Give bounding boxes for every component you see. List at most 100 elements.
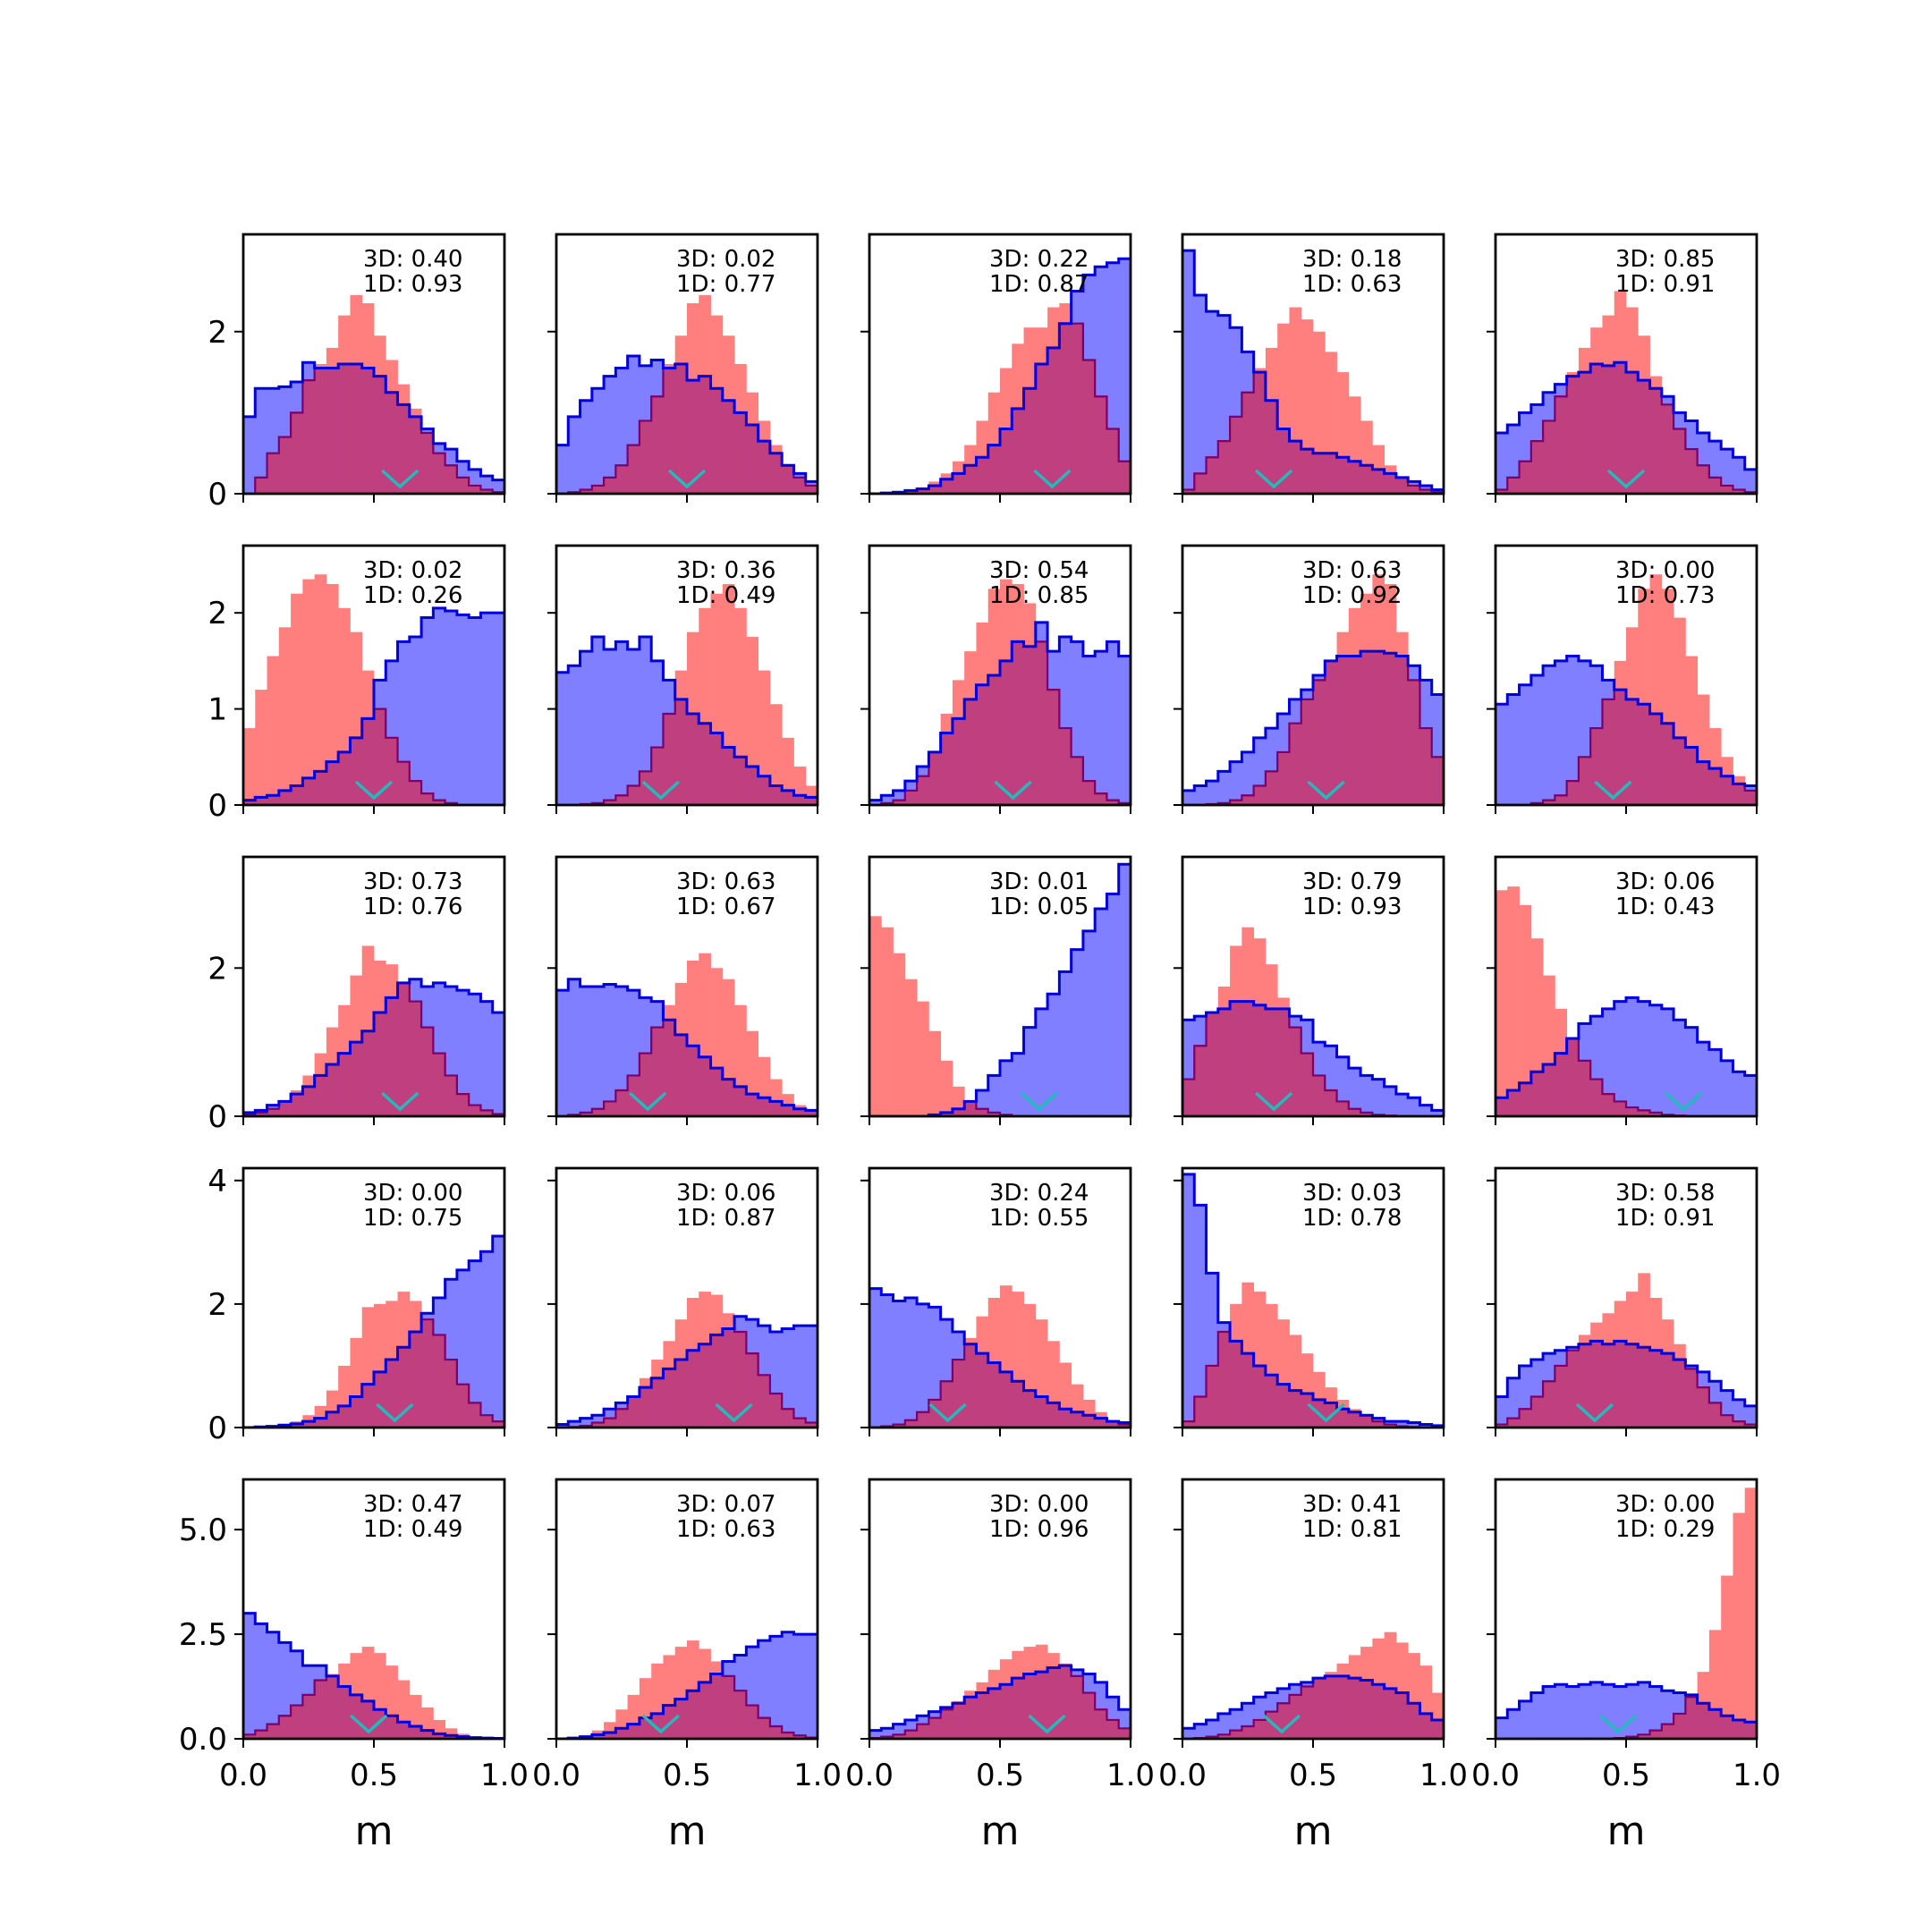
- overlap-bar: [674, 364, 688, 494]
- overlap-bar: [782, 1732, 794, 1739]
- blue-bar: [1697, 1371, 1710, 1388]
- overlap-bar: [1289, 1027, 1302, 1116]
- red-bar: [976, 420, 989, 458]
- blue-bar: [627, 355, 640, 445]
- panel-annotation: 1D: 0.81: [1302, 1516, 1402, 1543]
- red-bar: [1217, 987, 1231, 1009]
- blue-step-line: [243, 1612, 504, 1739]
- red-bar: [1035, 327, 1048, 364]
- blue-step-line: [1496, 1681, 1757, 1739]
- red-bar: [361, 1647, 375, 1701]
- blue-bar: [267, 1105, 280, 1109]
- blue-bar: [1035, 622, 1048, 642]
- blue-bar: [627, 990, 640, 1076]
- blue-bar: [302, 1665, 316, 1695]
- blue-bar: [1602, 1008, 1615, 1095]
- red-bar: [1578, 1335, 1591, 1344]
- red-bar: [1384, 583, 1397, 654]
- plot-area: [869, 257, 1131, 494]
- overlap-bar: [1590, 1079, 1603, 1116]
- overlap-bar: [591, 1734, 605, 1739]
- blue-bar: [433, 443, 446, 453]
- overlap-bar: [976, 1108, 989, 1116]
- blue-bar: [917, 1716, 929, 1724]
- red-bar: [964, 651, 977, 699]
- red-bar: [1638, 335, 1650, 381]
- overlap-bar: [710, 733, 724, 805]
- blue-bar: [421, 1313, 434, 1320]
- red-bar: [1035, 1644, 1048, 1673]
- overlap-bar: [1614, 362, 1627, 494]
- blue-bar: [734, 1316, 747, 1332]
- panel-annotation: 3D: 0.02: [363, 557, 462, 584]
- overlap-bar: [421, 433, 434, 494]
- blue-bar: [1543, 1686, 1555, 1739]
- overlap-bar: [1590, 1341, 1603, 1428]
- red-bar: [1082, 1399, 1096, 1416]
- blue-bar: [445, 611, 458, 803]
- red-bar: [1360, 593, 1373, 652]
- overlap-bar: [1289, 1390, 1302, 1428]
- red-bar: [302, 1075, 316, 1087]
- blue-step-line: [1496, 996, 1757, 1116]
- red-bar: [350, 1653, 363, 1695]
- overlap-bar: [1661, 404, 1674, 494]
- overlap-bar: [1395, 656, 1409, 805]
- overlap-bar: [987, 675, 1001, 805]
- plot-area: [1496, 1487, 1757, 1739]
- red-bar: [433, 1719, 446, 1734]
- blue-step-line: [1496, 655, 1757, 805]
- red-bar: [421, 1707, 434, 1731]
- red-bar: [758, 670, 771, 776]
- blue-bar: [1118, 1709, 1131, 1729]
- overlap-bar: [699, 723, 711, 805]
- overlap-bar: [904, 490, 918, 494]
- red-bar: [782, 737, 794, 791]
- blue-bar: [893, 790, 906, 801]
- blue-step-line: [556, 1315, 818, 1428]
- overlap-bar: [326, 761, 339, 805]
- red-bar: [964, 1337, 977, 1344]
- overlap-bar: [1530, 1396, 1544, 1428]
- overlap-bar: [769, 785, 783, 805]
- red-bar: [627, 1694, 640, 1724]
- blue-bar: [904, 1719, 918, 1731]
- overlap-bar: [651, 396, 664, 494]
- blue-bar: [1106, 262, 1120, 429]
- overlap-bar: [1721, 775, 1733, 805]
- overlap-bar: [1265, 1375, 1278, 1428]
- overlap-bar: [1384, 473, 1397, 494]
- overlap-bar: [1277, 1703, 1290, 1739]
- overlap-bar: [1313, 1075, 1326, 1116]
- blue-bar: [1277, 713, 1290, 752]
- blue-bar: [1194, 1724, 1207, 1739]
- plot-area: [869, 1285, 1131, 1428]
- overlap-bar: [917, 1411, 929, 1428]
- overlap-bar: [1519, 1082, 1532, 1116]
- overlap-bar: [302, 1694, 316, 1739]
- overlap-bar: [940, 733, 953, 805]
- blue-bar: [1578, 1023, 1591, 1061]
- red-bar: [1590, 327, 1603, 364]
- blue-bar: [1095, 1682, 1107, 1710]
- blue-bar: [1182, 1728, 1195, 1739]
- blue-step-line: [556, 354, 818, 494]
- red-bar: [1744, 1487, 1757, 1723]
- blue-bar: [639, 997, 652, 1054]
- blue-bar: [445, 987, 458, 1076]
- marker-v: [994, 780, 1032, 801]
- red-bar: [350, 975, 363, 1043]
- blue-bar: [1047, 651, 1060, 691]
- panel-annotation: 3D: 0.85: [1615, 246, 1715, 273]
- blue-bar: [556, 1424, 569, 1428]
- blue-bar: [1733, 1399, 1746, 1422]
- overlap-bar: [687, 713, 699, 805]
- overlap-bar: [699, 1056, 711, 1116]
- red-bar: [374, 1303, 386, 1372]
- overlap-bar: [469, 485, 481, 494]
- overlap-bar: [1082, 1415, 1096, 1428]
